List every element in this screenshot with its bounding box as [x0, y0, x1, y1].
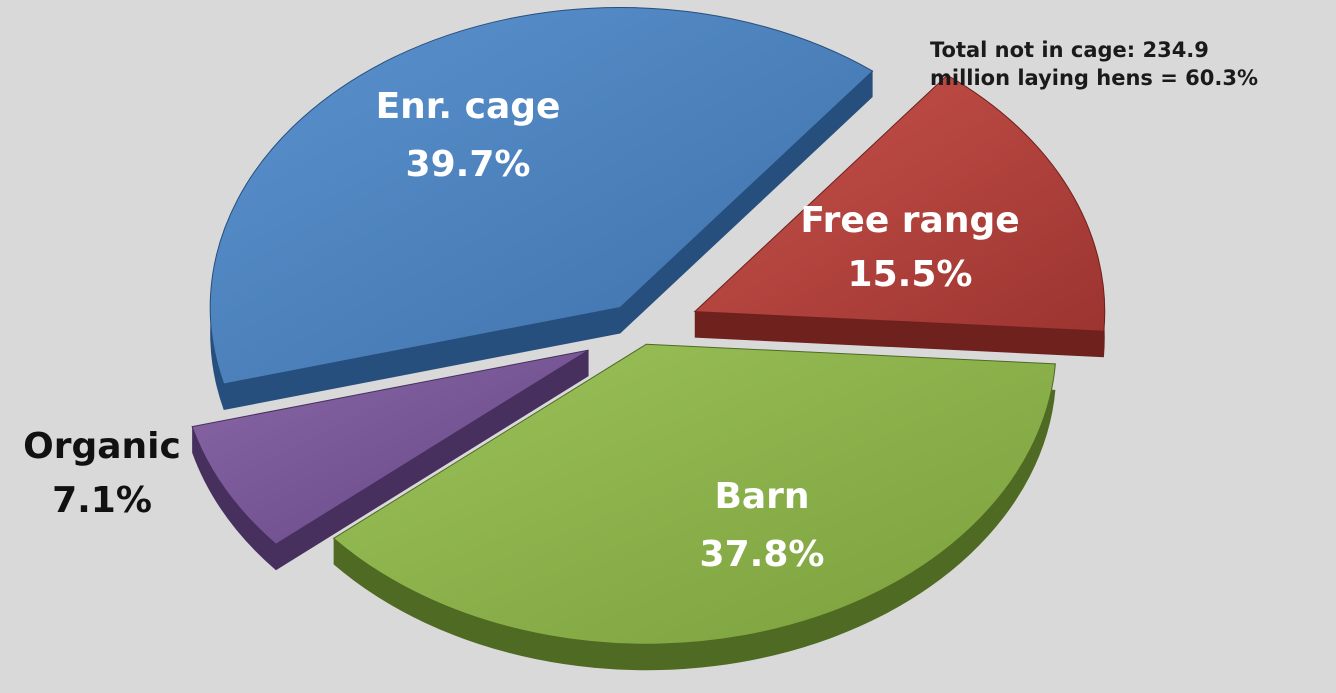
- slice-value-free-range: 15.5%: [848, 254, 973, 295]
- slice-value-barn: 37.8%: [700, 534, 825, 575]
- annotation-line-2: million laying hens = 60.3%: [930, 66, 1258, 90]
- annotation-line-1: Total not in cage: 234.9: [930, 38, 1209, 62]
- slice-label-organic: Organic: [23, 426, 181, 467]
- slice-label-free-range: Free range: [800, 200, 1019, 241]
- pie-slice-free-range: [693, 74, 1106, 332]
- pie-slice-enr-cage: [209, 6, 874, 385]
- slice-label-barn: Barn: [714, 476, 809, 517]
- slice-label-enr-cage: Enr. cage: [376, 86, 561, 127]
- slice-value-enr-cage: 39.7%: [406, 144, 531, 185]
- pie-slice-barn: [332, 343, 1056, 645]
- annotation-total-not-in-cage: Total not in cage: 234.9 million laying …: [930, 36, 1258, 92]
- slice-value-organic: 7.1%: [52, 480, 152, 521]
- pie-slice-organic: [191, 349, 589, 545]
